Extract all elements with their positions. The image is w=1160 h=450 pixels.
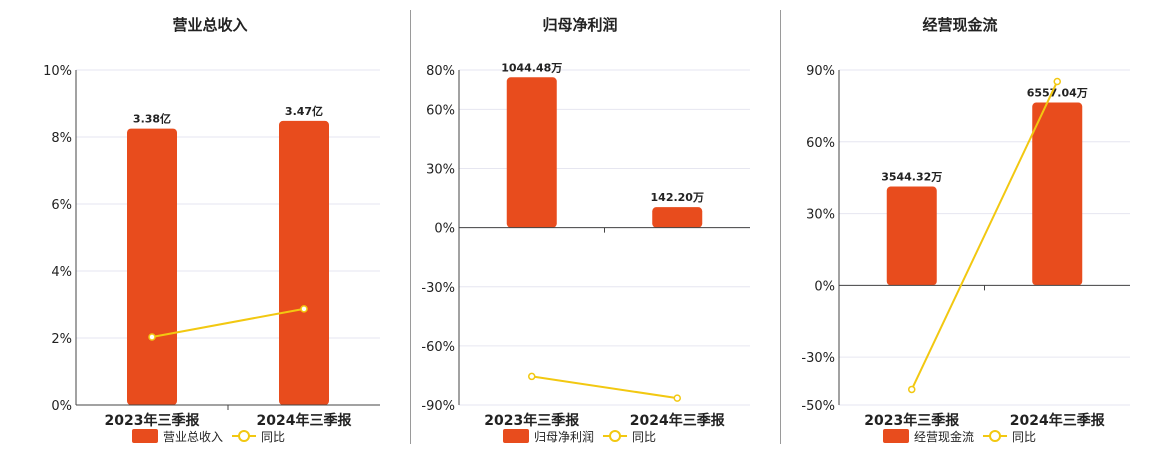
y-tick-label: 30% [806,208,835,223]
bar[interactable] [652,207,703,228]
legend-label: 同比 [261,430,285,444]
y-tick-label: -90% [421,399,455,414]
x-tick-label: 2023年三季报 [105,412,200,429]
bar-value-label: 142.20万 [651,191,704,204]
bar[interactable] [279,120,329,406]
panel-divider [780,10,781,444]
y-tick-label: 90% [806,64,835,79]
bar[interactable] [127,128,177,405]
y-tick-label: 0% [51,399,72,414]
line-point[interactable] [300,305,308,313]
bar[interactable] [886,186,937,286]
bar[interactable] [1032,102,1083,286]
series-line [910,81,1059,390]
y-tick-label: 0% [434,222,455,237]
chart-title: 营业总收入 [172,16,247,34]
legend-marker [989,430,1002,442]
legend-swatch-bar [503,429,529,443]
y-tick-label: 8% [51,131,72,146]
y-tick-label: -30% [801,351,835,366]
y-tick-label: 60% [426,103,455,118]
legend-label: 归母净利润 [534,430,594,444]
bar-value-label: 3544.32万 [881,171,942,184]
y-tick-label: 60% [806,136,835,151]
x-tick-label: 2023年三季报 [484,412,579,429]
line-point[interactable] [908,385,916,394]
y-tick-label: -60% [421,340,455,355]
y-tick-label: 0% [814,279,835,294]
bar[interactable] [506,77,557,228]
y-tick-label: 6% [51,198,72,213]
line-point[interactable] [673,394,681,402]
legend-swatch-bar [132,429,158,443]
y-tick-label: 30% [426,163,455,178]
legend-marker [609,430,622,442]
y-tick-label: 4% [51,265,72,280]
panel-divider [410,10,411,444]
x-tick-label: 2023年三季报 [864,412,959,429]
legend-swatch-bar [883,429,909,443]
legend-label: 经营现金流 [914,429,974,444]
y-tick-label: 10% [43,64,72,79]
line-point[interactable] [1053,77,1061,86]
series-line [151,307,305,338]
bar-value-label: 6557.04万 [1027,87,1088,100]
legend-label: 同比 [632,430,656,444]
legend-marker [238,430,251,442]
y-tick-label: 2% [51,332,72,347]
chart-title: 归母净利润 [542,16,617,34]
bar-value-label: 3.38亿 [133,112,171,126]
x-tick-label: 2024年三季报 [1010,412,1105,429]
x-tick-label: 2024年三季报 [630,412,725,429]
legend-label: 同比 [1012,430,1036,444]
y-tick-label: 80% [426,64,455,79]
chart-panel: 营业总收入 0% 2% 4% 6% 8% 10% 3.38亿 2023年三季报 3.47亿 2024… [43,16,380,444]
chart-panel: 归母净利润 -90% -60% -30% 0% 30% 60% 80% 1044.48万 2023… [421,16,750,444]
chart-panel: 经营现金流 -50% -30% 0% 30% 60% 90% 3544.32万 2023年三季报… [801,16,1130,444]
chart-title: 经营现金流 [922,16,997,34]
line-point[interactable] [148,333,156,341]
y-tick-label: -30% [421,281,455,296]
legend-label: 营业总收入 [163,430,223,444]
y-tick-label: -50% [801,399,835,414]
bar-value-label: 3.47亿 [285,104,323,118]
x-tick-label: 2024年三季报 [257,412,352,429]
series-line [531,375,678,400]
line-point[interactable] [528,372,536,381]
bar-value-label: 1044.48万 [501,61,562,74]
